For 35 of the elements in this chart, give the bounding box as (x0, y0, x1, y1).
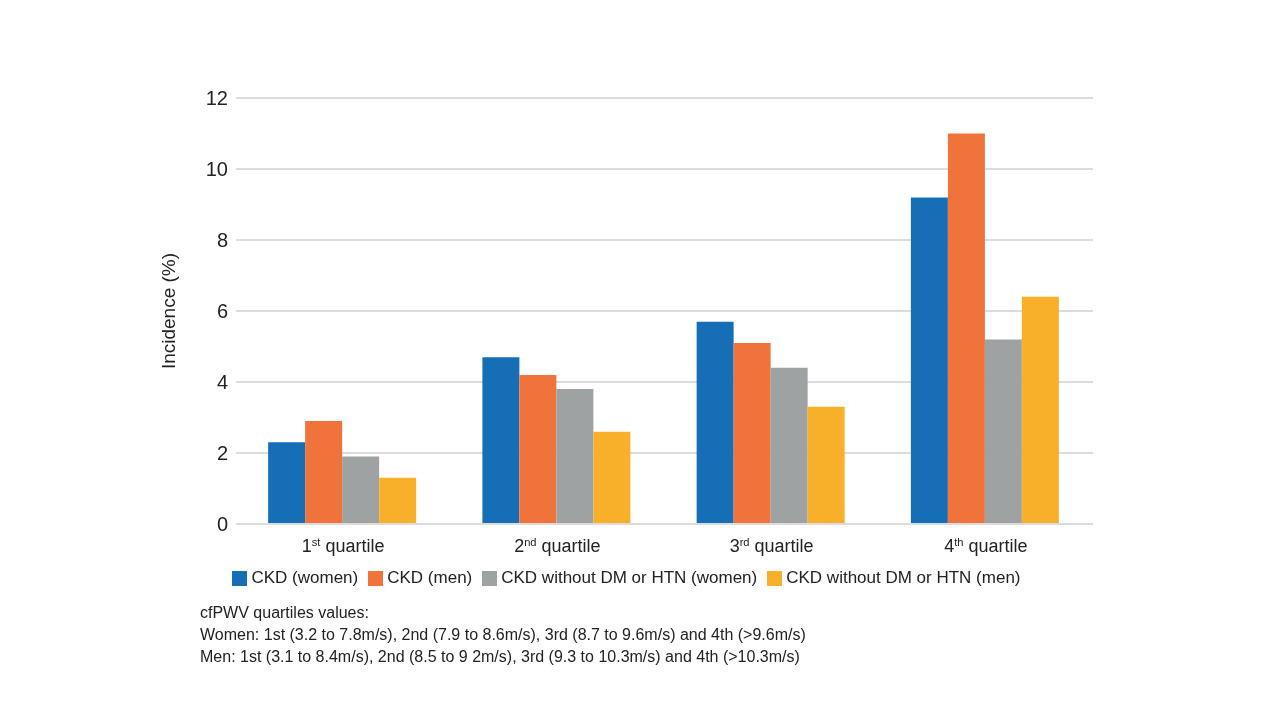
y-tick-label: 8 (216, 229, 228, 252)
bar (519, 374, 557, 524)
bar (482, 357, 520, 524)
x-tick-label: 1$^{st}$ quartile (301, 536, 385, 556)
bar (770, 367, 808, 524)
text: Men: 1st (3.1 to 8.4m/s), 2nd (8.5 to 9 2m/s), 3rd (9.3 to 10.3m/s) and 4th (>10.3m/s) (200, 647, 801, 667)
bar (305, 421, 343, 524)
bar (1021, 296, 1059, 524)
text: Women: 1st (3.2 to 7.8m/s), 2nd (7.9 to 8.6m/s), 3rd (8.7 to 9.6m/s) and 4th (>9.6m/s) (200, 625, 807, 645)
x-tick-label: 2$^{nd}$ quartile (514, 536, 601, 556)
bar (379, 477, 417, 524)
bar (556, 389, 594, 524)
legend-label: CKD (men) (387, 568, 473, 588)
y-tick-label: 6 (216, 300, 228, 323)
bar (696, 321, 734, 524)
y-tick-label: 10 (205, 158, 228, 181)
y-axis-title: Incidence (%) (157, 252, 179, 370)
y-tick-label: 2 (216, 442, 228, 465)
bar (268, 442, 306, 524)
y-tick-label: 12 (205, 87, 228, 110)
y-tick-label: 4 (216, 371, 228, 394)
legend-label: CKD without DM or HTN (women) (501, 568, 758, 588)
bar (807, 406, 845, 524)
bar (910, 197, 948, 524)
y-tick-label: 0 (216, 513, 228, 536)
legend-label: CKD (women) (251, 568, 359, 588)
bar (733, 342, 771, 524)
bar (947, 133, 985, 524)
bar (342, 456, 380, 524)
bar (984, 339, 1022, 524)
bar (593, 431, 631, 524)
text: cfPWV quartiles values: (200, 603, 370, 623)
x-tick-label: 3$^{rd}$ quartile (729, 536, 814, 556)
legend-label: CKD without DM or HTN (men) (786, 568, 1021, 588)
x-tick-label: 4$^{th}$ quartile (944, 536, 1028, 556)
